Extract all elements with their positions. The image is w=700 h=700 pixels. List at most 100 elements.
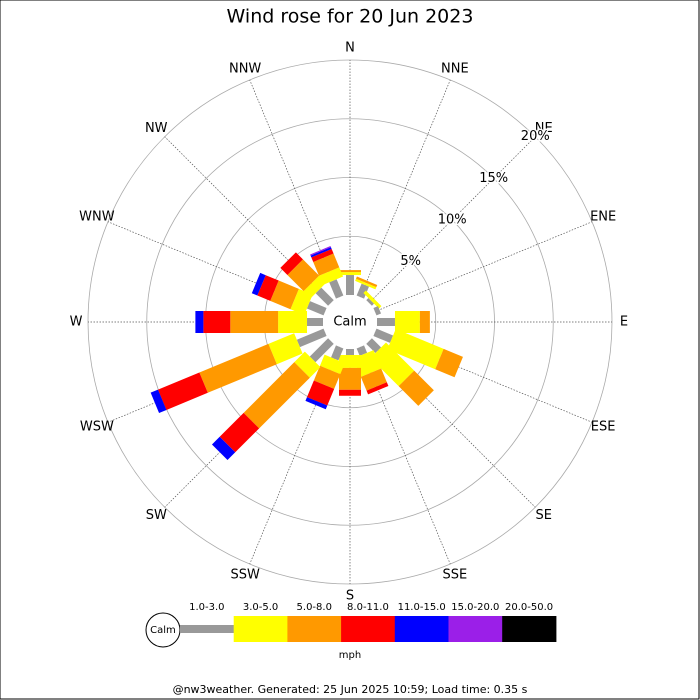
bar-segment (373, 328, 394, 343)
bar-segment (195, 311, 204, 333)
direction-label: E (620, 315, 628, 330)
direction-label: W (70, 315, 83, 330)
bar-segment (366, 338, 382, 354)
bar-segment (305, 397, 328, 410)
bar-segment (310, 246, 331, 256)
bar-segment (251, 272, 266, 296)
legend-swatch (448, 616, 503, 642)
bar-segment (306, 301, 327, 316)
ring-label: 20% (521, 129, 550, 144)
legend-label: 11.0-15.0 (398, 602, 446, 613)
direction-label: N (345, 41, 355, 56)
bar-segment (363, 290, 382, 309)
bar-segment (270, 280, 299, 310)
bar-segment (419, 311, 430, 333)
bar-segment (339, 354, 361, 368)
footer: @nw3weather. Generated: 25 Jun 2025 10:5… (173, 683, 528, 696)
bar-segment (280, 252, 303, 275)
bar-segment (203, 311, 231, 333)
bar-segment (339, 367, 361, 390)
bar-segment (243, 362, 310, 429)
bar-segment (311, 248, 334, 262)
direction-label: SSW (230, 568, 260, 583)
direction-label: SSE (442, 568, 467, 583)
legend-label: 1.0-3.0 (189, 602, 224, 613)
bar-segment (346, 349, 354, 355)
bar-segment (355, 278, 377, 290)
bar-segment (356, 276, 378, 288)
bar-segment (296, 328, 327, 348)
bar-segment (287, 259, 320, 292)
direction-label: WSW (80, 419, 114, 434)
bar-segment (394, 311, 420, 333)
bar-segment (377, 318, 395, 326)
spoke (374, 221, 593, 312)
direction-label: S (346, 589, 354, 604)
direction-label: SE (536, 508, 552, 523)
direction-label: NW (145, 121, 168, 136)
chart-title: Wind rose for 20 Jun 2023 (227, 6, 474, 28)
direction-label: WNW (79, 210, 115, 225)
legend-unit: mph (339, 650, 361, 661)
spoke (368, 136, 536, 304)
legend-label: 8.0-11.0 (347, 602, 389, 613)
bar-segment (370, 342, 415, 387)
bar-segment (373, 306, 382, 316)
bar-segment (278, 311, 308, 333)
bar-segment (366, 298, 374, 306)
bar-segment (313, 253, 340, 276)
bar-segment (290, 288, 313, 315)
bar-segment (294, 351, 321, 378)
bar-segment (339, 272, 361, 276)
bar-segment (211, 436, 236, 461)
legend-calm-label: Calm (150, 625, 176, 636)
legend-swatch (287, 616, 342, 642)
bar-segment (268, 333, 303, 365)
bar-segment (366, 382, 389, 395)
direction-label: NNE (441, 61, 469, 76)
bar-segment (309, 338, 334, 363)
bar-segment (356, 283, 369, 299)
ring-label: 10% (438, 212, 467, 227)
bar-segment (319, 354, 345, 375)
legend-swatch (180, 625, 235, 633)
direction-label: ESE (591, 419, 616, 434)
bar-segment (346, 275, 354, 295)
bar-segment (339, 270, 361, 273)
ring-label: 15% (479, 171, 508, 186)
bar-segment (318, 267, 344, 285)
legend-label: 20.0-50.0 (505, 602, 553, 613)
calm-label: Calm (333, 315, 366, 330)
bar-segment (158, 372, 208, 410)
bar-segment (306, 380, 335, 406)
direction-label: SW (146, 508, 167, 523)
bar-segment (387, 329, 444, 370)
spoke (360, 79, 451, 298)
bar-segment (315, 287, 334, 306)
bar-segment (313, 365, 341, 389)
bar-segment (310, 247, 332, 258)
legend-label: 15.0-20.0 (451, 602, 499, 613)
bar-segment (356, 345, 368, 356)
bar-segment (398, 370, 434, 406)
legend-swatch (502, 616, 557, 642)
bar-segment (257, 275, 279, 301)
legend-swatch (341, 616, 396, 642)
bar-segment (230, 311, 279, 333)
bar-segment (303, 275, 327, 299)
bar-segment (199, 343, 277, 393)
legend-swatch (394, 616, 449, 642)
bar-segment (307, 318, 323, 326)
legend-label: 5.0-8.0 (297, 602, 332, 613)
bar-segment (150, 389, 167, 414)
direction-label: NE (535, 121, 553, 136)
bar-segment (331, 345, 344, 361)
legend-swatch (233, 616, 288, 642)
bar-segment (339, 389, 361, 396)
ring-label: 5% (400, 254, 421, 269)
calm-circle (326, 298, 374, 346)
direction-label: ENE (590, 210, 616, 225)
bar-segment (329, 279, 344, 299)
bar-segment (219, 412, 260, 453)
